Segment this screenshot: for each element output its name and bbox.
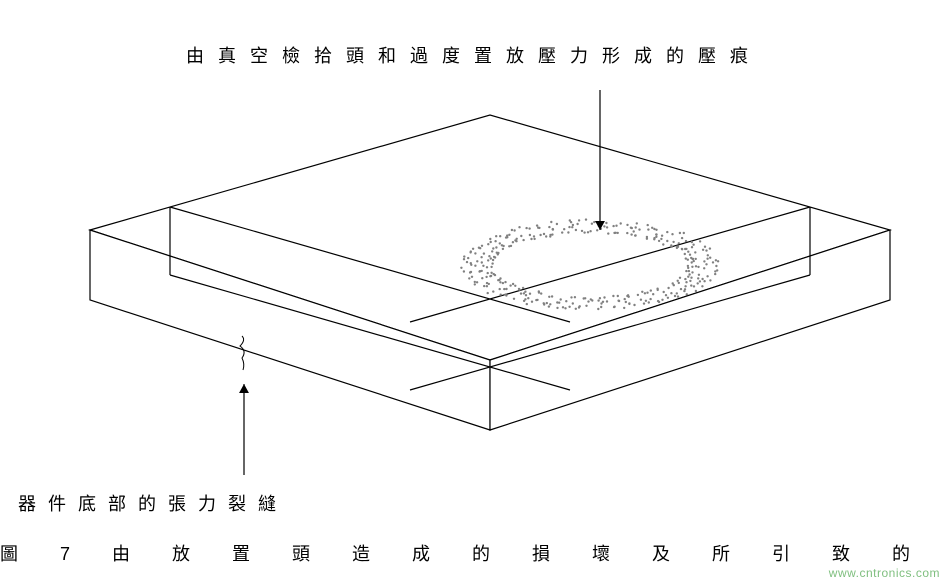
crack-annotation-label: 器件底部的張力裂縫 — [18, 490, 288, 516]
watermark-text: www.cntronics.com — [829, 566, 940, 580]
top-annotation-label: 由真空檢拾頭和過度置放壓力形成的壓痕 — [0, 42, 948, 68]
figure-caption: 圖 7 由 放 置 頭 造 成 的 損 壞 及 所 引 致 的 拉 斷 破 裂 — [0, 540, 948, 566]
diagram-canvas: 由真空檢拾頭和過度置放壓力形成的壓痕 器件底部的張力裂縫 圖 7 由 放 置 頭… — [0, 0, 948, 588]
